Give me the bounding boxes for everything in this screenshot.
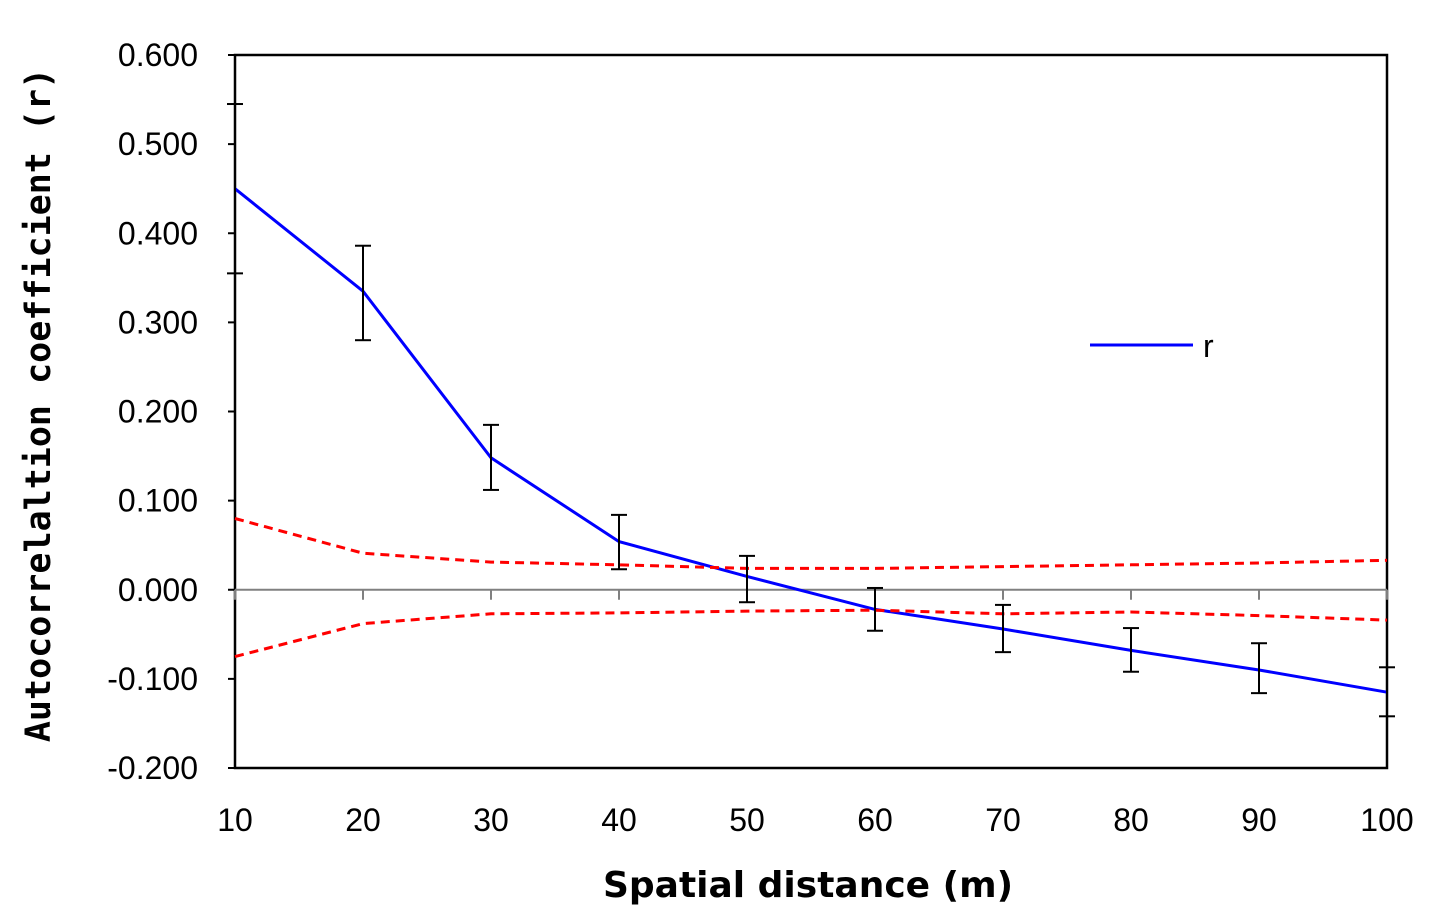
error-bar <box>1123 627 1139 673</box>
x-tick-label: 80 <box>1113 802 1149 838</box>
x-tick-label: 30 <box>473 802 509 838</box>
confidence-band-line <box>234 608 1388 659</box>
x-tick-label: 100 <box>1360 802 1413 838</box>
y-tick-label: -0.100 <box>107 661 198 697</box>
y-tick-label: -0.200 <box>107 750 198 786</box>
error-bar <box>611 513 627 571</box>
y-tick-label: 0.400 <box>118 215 198 251</box>
y-tick-labels: 0.600 0.500 0.400 0.300 0.200 0.100 0.000 -0.10… <box>107 37 235 786</box>
error-bar <box>995 603 1011 654</box>
error-bar <box>1379 666 1395 718</box>
x-tick-label: 50 <box>729 802 765 838</box>
error-bar <box>227 103 243 275</box>
plot-area <box>233 53 1389 770</box>
confidence-band-line <box>234 517 1388 570</box>
y-tick-label: 0.000 <box>118 572 198 608</box>
y-tick-label: 0.100 <box>118 483 198 519</box>
legend-label-r: r <box>1203 328 1214 364</box>
x-axis-label: Spatial distance (m) <box>603 865 1013 906</box>
x-tick-label: 20 <box>345 802 381 838</box>
x-tick-label: 70 <box>985 802 1021 838</box>
series-layer <box>234 187 1388 694</box>
x-tick-label: 40 <box>601 802 637 838</box>
error-bars <box>227 103 1395 718</box>
x-tick-labels: 10 20 30 40 50 60 70 80 90 100 <box>217 802 1413 838</box>
error-bar <box>483 423 499 491</box>
series-line-r <box>234 187 1388 694</box>
error-bar <box>739 554 755 604</box>
y-tick-label: 0.600 <box>118 37 198 73</box>
x-tick-label: 90 <box>1241 802 1277 838</box>
error-bar <box>1251 642 1267 695</box>
y-axis-label: Autocorrelaltion coefficient (r) <box>19 68 59 742</box>
error-bar <box>867 586 883 632</box>
legend: r <box>1090 328 1214 364</box>
y-tick-label: 0.500 <box>118 126 198 162</box>
y-tick-label: 0.300 <box>118 304 198 340</box>
x-tick-label: 60 <box>857 802 893 838</box>
error-bar <box>355 244 371 342</box>
y-tick-label: 0.200 <box>118 394 198 430</box>
x-tick-label: 10 <box>217 802 253 838</box>
